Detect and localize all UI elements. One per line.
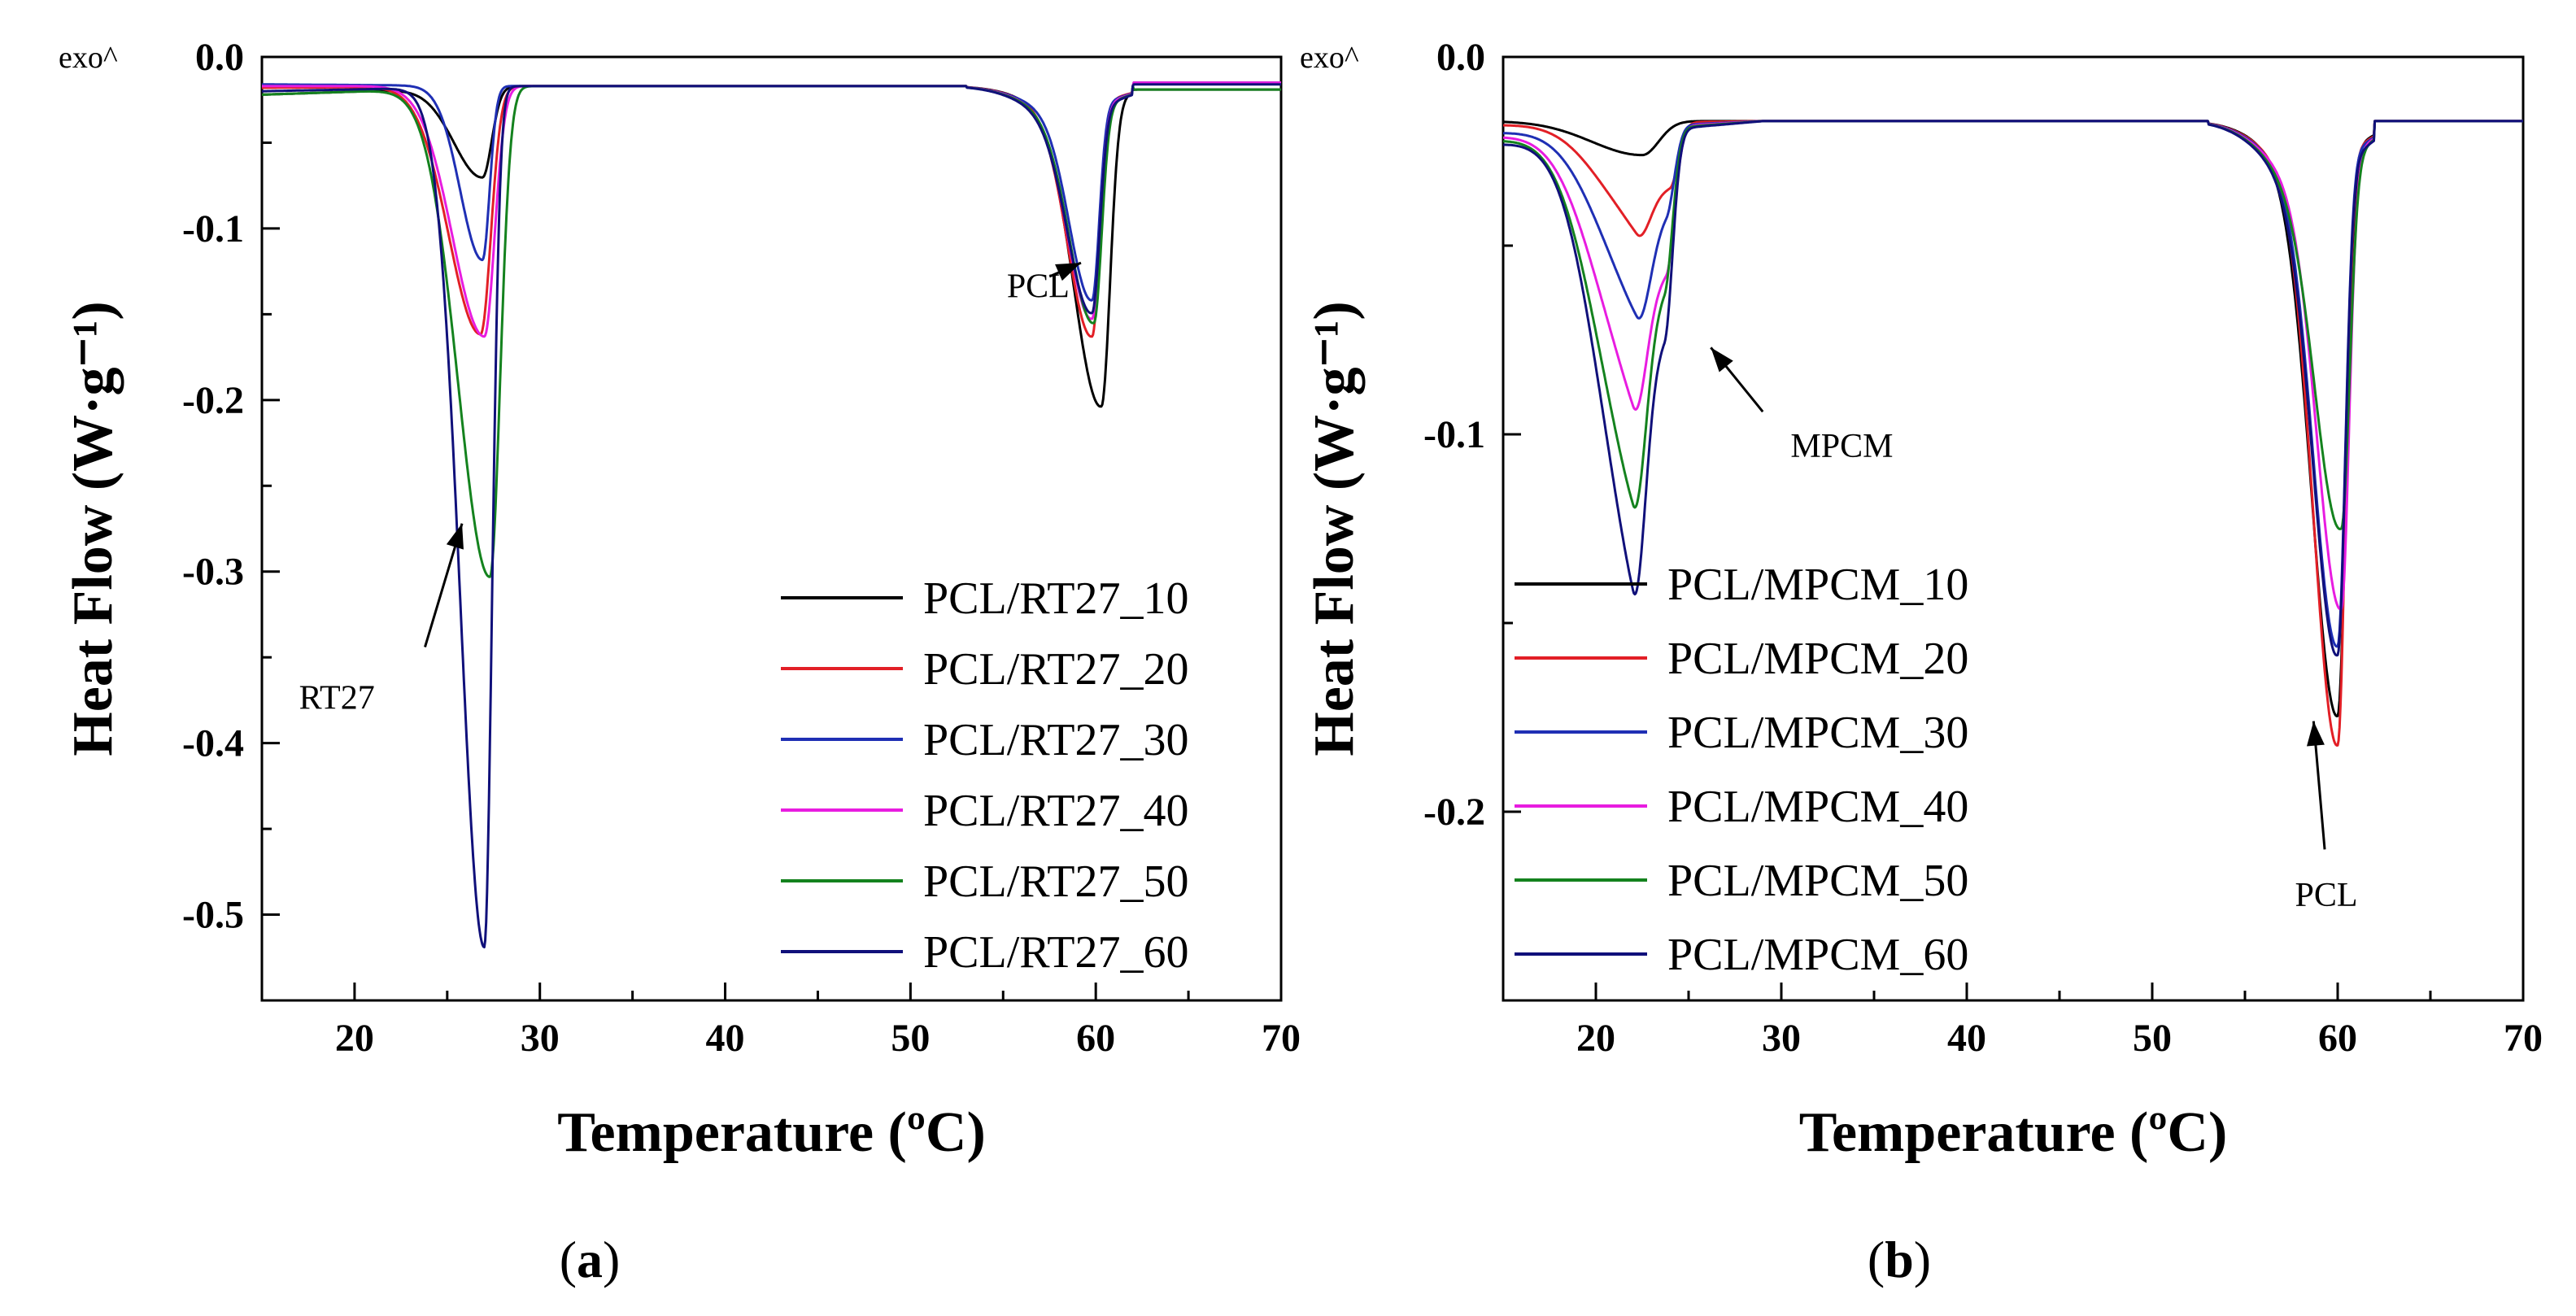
legend-entry: PCL/MPCM_60 <box>1667 930 1968 980</box>
panel-label: (a) <box>560 1231 621 1288</box>
legend-entry: PCL/RT27_50 <box>923 856 1188 907</box>
exo-label: exo^ <box>1300 41 1359 75</box>
x-tick-label: 40 <box>706 1017 745 1060</box>
annotation-arrowhead <box>1055 263 1081 281</box>
legend-entry: PCL/MPCM_30 <box>1667 708 1968 758</box>
y-tick-label: -0.2 <box>1423 791 1485 834</box>
y-tick-label: -0.1 <box>1423 413 1485 456</box>
y-axis-label: Heat Flow (W·g⁻¹) <box>62 301 124 756</box>
legend-entry: PCL/MPCM_10 <box>1667 560 1968 610</box>
x-axis-label: Temperature (ºC) <box>1799 1101 2228 1164</box>
annotation-rt27: RT27 <box>299 679 375 717</box>
legend-entry: PCL/RT27_10 <box>923 573 1188 624</box>
legend-entry: PCL/MPCM_20 <box>1667 634 1968 684</box>
x-axis-label: Temperature (ºC) <box>557 1101 986 1164</box>
series-line-pcl-mpcm-50 <box>1503 120 2523 530</box>
curves <box>1503 120 2523 747</box>
series-line-pcl-mpcm-10 <box>1503 120 2523 717</box>
legend-entry: PCL/RT27_30 <box>923 715 1188 765</box>
legend-entry: PCL/RT27_60 <box>923 927 1188 978</box>
panel-label: (b) <box>1868 1231 1931 1288</box>
legend-entry: PCL/MPCM_50 <box>1667 856 1968 906</box>
y-tick-label: 0.0 <box>195 36 244 79</box>
x-tick-label: 20 <box>1576 1017 1615 1060</box>
y-tick-label: 0.0 <box>1436 36 1485 79</box>
series-line-pcl-mpcm-60 <box>1503 120 2523 657</box>
y-tick-label: -0.3 <box>182 551 244 594</box>
plot-frame <box>260 55 1283 1002</box>
x-tick-label: 70 <box>2504 1017 2543 1060</box>
x-tick-label: 30 <box>521 1017 560 1060</box>
series-line-pcl-rt27-60 <box>262 83 1281 948</box>
annotation-arrowhead <box>2306 721 2325 747</box>
x-tick-label: 60 <box>2318 1017 2357 1060</box>
legend: PCL/MPCM_10 PCL/MPCM_20 PCL/MPCM_30 PCL/MPC… <box>1515 560 1968 980</box>
series-line-pcl-mpcm-40 <box>1503 120 2523 611</box>
annotation-arrowhead <box>1711 347 1733 373</box>
panel-a-chart: 20 30 40 50 60 70 0.0 -0.1 -0.2 -0.3 -0.4 -0.5 exo^ T… <box>59 36 1301 1288</box>
x-tick-label: 40 <box>1947 1017 1986 1060</box>
series-line-pcl-mpcm-20 <box>1503 120 2523 747</box>
plot-frame <box>1502 55 2525 1002</box>
x-tick-label: 70 <box>1262 1017 1301 1060</box>
y-tick-label: -0.5 <box>182 894 244 937</box>
x-tick-label: 60 <box>1076 1017 1115 1060</box>
y-tick-label: -0.2 <box>182 379 244 422</box>
annotation-pcl: PCL <box>1007 268 1070 305</box>
exo-label: exo^ <box>59 41 118 75</box>
legend-entry: PCL/MPCM_40 <box>1667 782 1968 832</box>
annotation-arrowhead <box>446 523 464 550</box>
series-line-pcl-rt27-50 <box>262 85 1281 578</box>
x-tick-label: 20 <box>335 1017 374 1060</box>
legend-entry: PCL/RT27_20 <box>923 644 1188 695</box>
legend: PCL/RT27_10 PCL/RT27_20 PCL/RT27_30 PCL/RT2… <box>781 573 1188 978</box>
series-line-pcl-rt27-10 <box>262 85 1281 408</box>
x-tick-label: 50 <box>891 1017 930 1060</box>
x-tick-label: 50 <box>2133 1017 2172 1060</box>
y-axis-label: Heat Flow (W·g⁻¹) <box>1303 301 1366 756</box>
annotation-mpcm: MPCM <box>1790 428 1893 465</box>
legend-entry: PCL/RT27_40 <box>923 786 1188 836</box>
x-tick-label: 30 <box>1762 1017 1801 1060</box>
panel-b-chart: 20 30 40 50 60 70 0.0 -0.1 -0.2 exo^ Temperature (… <box>1300 36 2543 1288</box>
annotation-pcl: PCL <box>2295 877 2358 914</box>
y-tick-label: -0.4 <box>182 722 244 765</box>
curves <box>262 81 1281 948</box>
y-tick-label: -0.1 <box>182 207 244 251</box>
